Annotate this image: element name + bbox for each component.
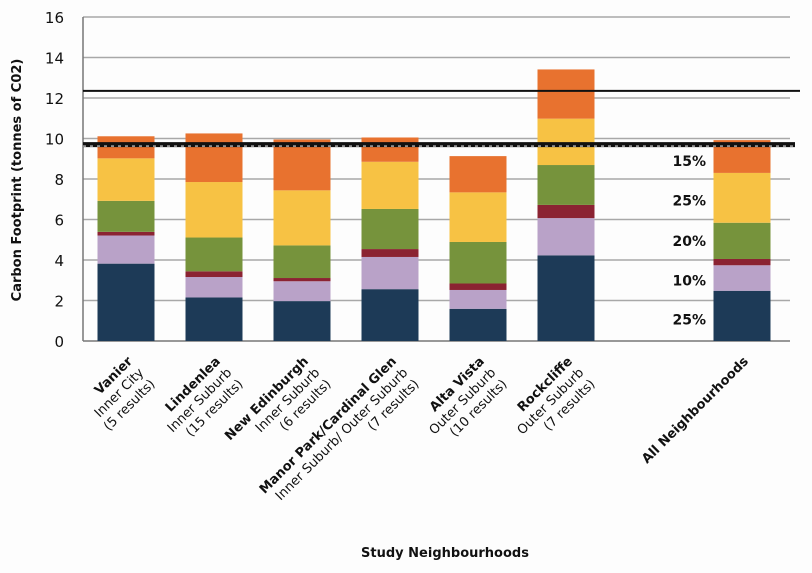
bar-segment [713,222,771,259]
bar-segment [537,118,595,166]
bar-segment [185,133,243,183]
percent-annotation: 15% [672,154,706,170]
bar-segment [713,258,771,266]
bar-segment [273,281,331,302]
bar-segment [537,255,595,341]
bar-segment [361,249,419,257]
bar-segment [273,139,331,191]
bar-segment [273,278,331,282]
y-tick-label: 6 [54,212,64,230]
bar-segment [273,190,331,246]
y-tick-label: 12 [45,90,64,108]
percent-annotations: 15% 25% 20% 10% 25% [672,154,706,329]
bar-segment [273,301,331,341]
bar-segment [97,136,155,159]
percent-annotation: 25% [672,193,706,209]
bar-segment [713,265,771,291]
x-category-label: VanierInner City(5 results) [78,354,158,434]
bar-segment [537,218,595,256]
bar-segment [185,277,243,298]
y-tick-label: 10 [45,131,64,149]
bar-segment [97,235,155,264]
bar-segment [185,271,243,278]
x-axis-title: Study Neighbourhoods [361,546,529,561]
x-category-labels: VanierInner City(5 results) LindenleaInne… [78,354,752,504]
bar-segment [537,165,595,205]
bar-segment [537,69,595,119]
y-tick-label: 14 [45,50,64,68]
y-tick-label: 4 [54,252,64,270]
bar-segment [449,308,507,341]
y-tick-label: 2 [54,293,64,311]
x-category-label: Alta VistaOuter Suburb(10 results) [415,354,510,449]
bars [97,69,771,341]
bar-segment [185,237,243,272]
y-tick-label: 0 [54,333,64,351]
bar-segment [713,290,771,341]
bar-segment [449,156,507,193]
reference-lines [83,89,800,148]
percent-annotation: 20% [672,234,706,250]
y-tick-label: 8 [54,171,64,189]
bar-segment [97,200,155,232]
x-category-label: All Neighbourhoods [639,354,752,467]
percent-annotation: 10% [672,273,706,289]
bar-segment [537,204,595,219]
bar-segment [361,137,419,162]
bar-segment [449,283,507,290]
y-tick-label: 16 [45,9,64,27]
bar-segment [97,158,155,201]
bar-segment [713,172,771,223]
bar-segment [361,289,419,341]
bar-segment [361,256,419,290]
bar-segment [449,241,507,284]
percent-annotation: 25% [672,313,706,329]
bar-segment [185,297,243,341]
bar-segment [449,289,507,309]
bar-segment [449,192,507,242]
y-axis-title: Carbon Footprint (tonnes of C02) [10,59,25,302]
bar-segment [361,208,419,250]
bar-segment [185,182,243,238]
bar-segment [273,245,331,279]
category-label-line: All Neighbourhoods [639,354,752,467]
bar-segment [97,263,155,341]
bar-segment [361,161,419,209]
y-tick-labels: 0 2 4 6 8 10 12 14 16 [45,9,64,351]
bar-segment [97,231,155,236]
x-category-label: RockcliffeOuter Suburb(7 results) [503,354,598,449]
